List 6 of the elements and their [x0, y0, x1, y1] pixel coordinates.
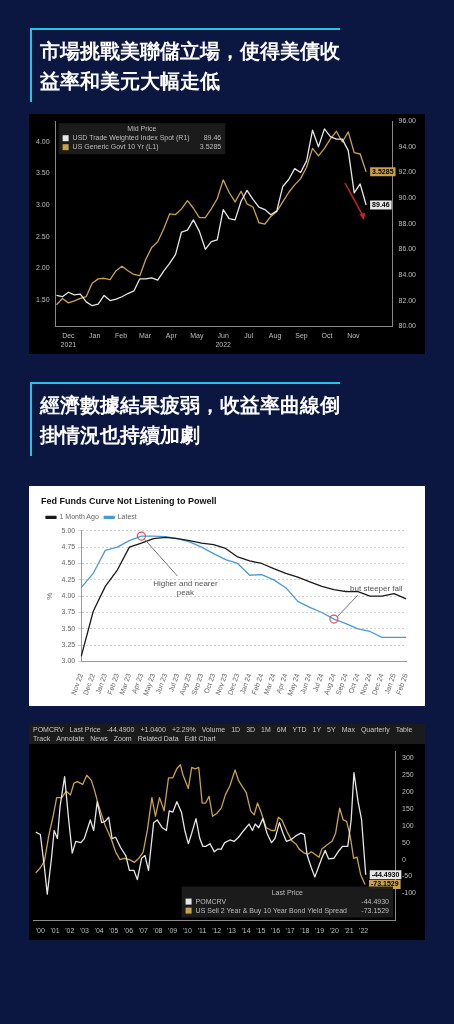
annotation: ... but steeper fall — [341, 584, 403, 594]
text: 經濟數據結果疲弱，收益率曲線倒掛情況也持續加劇 — [30, 382, 340, 456]
chart-title: Fed Funds Curve Not Listening to Powell — [41, 495, 217, 506]
annotation: Higher and nearer peak — [153, 579, 218, 598]
text: 市場挑戰美聯儲立場，使得美債收益率和美元大幅走低 — [30, 28, 340, 102]
y-axis-title: % — [45, 592, 54, 600]
